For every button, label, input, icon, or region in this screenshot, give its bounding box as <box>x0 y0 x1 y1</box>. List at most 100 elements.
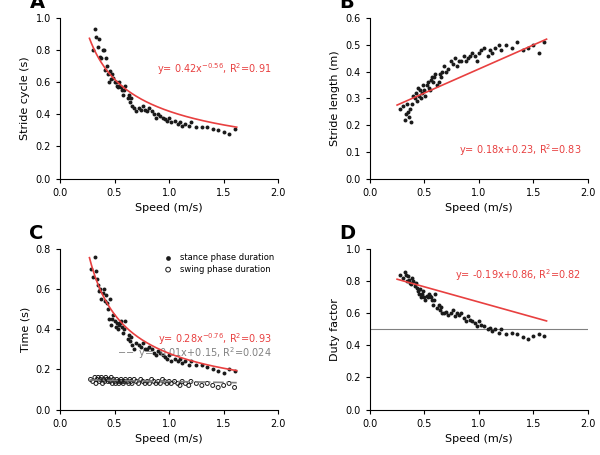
swing phase duration <box>124 380 134 387</box>
swing phase duration <box>107 380 117 387</box>
Point <box>512 39 522 46</box>
stance phase duration <box>224 366 234 373</box>
Point <box>479 44 489 51</box>
stance phase duration <box>127 342 137 349</box>
swing phase duration <box>115 378 125 385</box>
Point <box>395 271 405 278</box>
Point <box>459 52 469 59</box>
Text: y= 0.18x+0.23, R$^2$=0.83: y= 0.18x+0.23, R$^2$=0.83 <box>459 142 581 157</box>
swing phase duration <box>112 376 122 383</box>
Point <box>425 292 434 299</box>
Point <box>413 287 422 294</box>
stance phase duration <box>178 360 187 367</box>
Point <box>490 326 500 333</box>
Point <box>106 76 116 83</box>
Point <box>539 332 549 339</box>
Point <box>413 84 422 91</box>
stance phase duration <box>113 326 122 333</box>
swing phase duration <box>208 382 218 389</box>
stance phase duration <box>126 334 136 341</box>
stance phase duration <box>94 282 103 289</box>
Point <box>131 107 141 115</box>
Point <box>539 39 549 46</box>
Point <box>523 44 533 51</box>
Point <box>474 318 484 325</box>
swing phase duration <box>106 378 115 385</box>
Point <box>418 89 427 96</box>
Point <box>402 100 412 107</box>
Point <box>404 276 414 283</box>
Point <box>430 290 440 298</box>
Point <box>496 326 506 333</box>
Point <box>116 84 126 91</box>
swing phase duration <box>224 380 234 387</box>
Point <box>111 79 121 86</box>
Text: C: C <box>29 224 44 243</box>
Point <box>424 290 434 298</box>
stance phase duration <box>136 344 146 351</box>
Point <box>404 113 414 121</box>
swing phase duration <box>98 380 107 387</box>
stance phase duration <box>131 340 141 347</box>
Y-axis label: Time (s): Time (s) <box>20 307 30 352</box>
swing phase duration <box>118 380 128 387</box>
Point <box>428 302 438 309</box>
Point <box>107 71 117 78</box>
stance phase duration <box>88 273 98 281</box>
Point <box>425 87 434 94</box>
Point <box>421 297 430 304</box>
stance phase duration <box>112 320 122 327</box>
Point <box>400 116 410 123</box>
Point <box>110 79 119 86</box>
Point <box>99 46 109 54</box>
stance phase duration <box>121 318 130 325</box>
Point <box>418 290 427 298</box>
swing phase duration <box>186 378 196 385</box>
Point <box>186 119 196 126</box>
Point <box>443 311 453 318</box>
Point <box>202 124 212 131</box>
Point <box>470 319 479 327</box>
swing phase duration <box>162 380 172 387</box>
stance phase duration <box>142 346 152 353</box>
stance phase duration <box>123 336 133 343</box>
Point <box>115 82 125 89</box>
Point <box>418 287 428 294</box>
swing phase duration <box>170 378 179 385</box>
Point <box>98 46 107 54</box>
Point <box>457 310 466 317</box>
Point <box>435 306 445 313</box>
Point <box>439 310 449 317</box>
Point <box>219 128 229 136</box>
swing phase duration <box>86 376 95 383</box>
Point <box>414 290 424 298</box>
swing phase duration <box>178 378 187 385</box>
Point <box>483 326 493 333</box>
Point <box>403 273 413 280</box>
Point <box>448 60 458 67</box>
Point <box>102 63 112 70</box>
Point <box>436 303 446 310</box>
Point <box>423 293 433 301</box>
Point <box>409 92 418 99</box>
Point <box>427 297 437 304</box>
Text: $-\!-$ y= -0.01x+0.15, R$^2$=0.024: $-\!-$ y= -0.01x+0.15, R$^2$=0.024 <box>117 345 272 361</box>
Point <box>208 125 218 132</box>
swing phase duration <box>95 376 105 383</box>
swing phase duration <box>99 376 109 383</box>
Point <box>502 41 511 49</box>
swing phase duration <box>160 378 170 385</box>
stance phase duration <box>97 296 106 303</box>
Point <box>127 103 137 110</box>
stance phase duration <box>151 352 161 359</box>
stance phase duration <box>162 356 172 363</box>
Point <box>411 279 421 287</box>
stance phase duration <box>110 318 119 325</box>
Point <box>461 318 470 325</box>
stance phase duration <box>214 368 223 375</box>
swing phase duration <box>184 382 194 389</box>
stance phase duration <box>104 316 114 323</box>
stance phase duration <box>164 352 174 359</box>
swing phase duration <box>92 376 102 383</box>
Point <box>416 95 426 102</box>
